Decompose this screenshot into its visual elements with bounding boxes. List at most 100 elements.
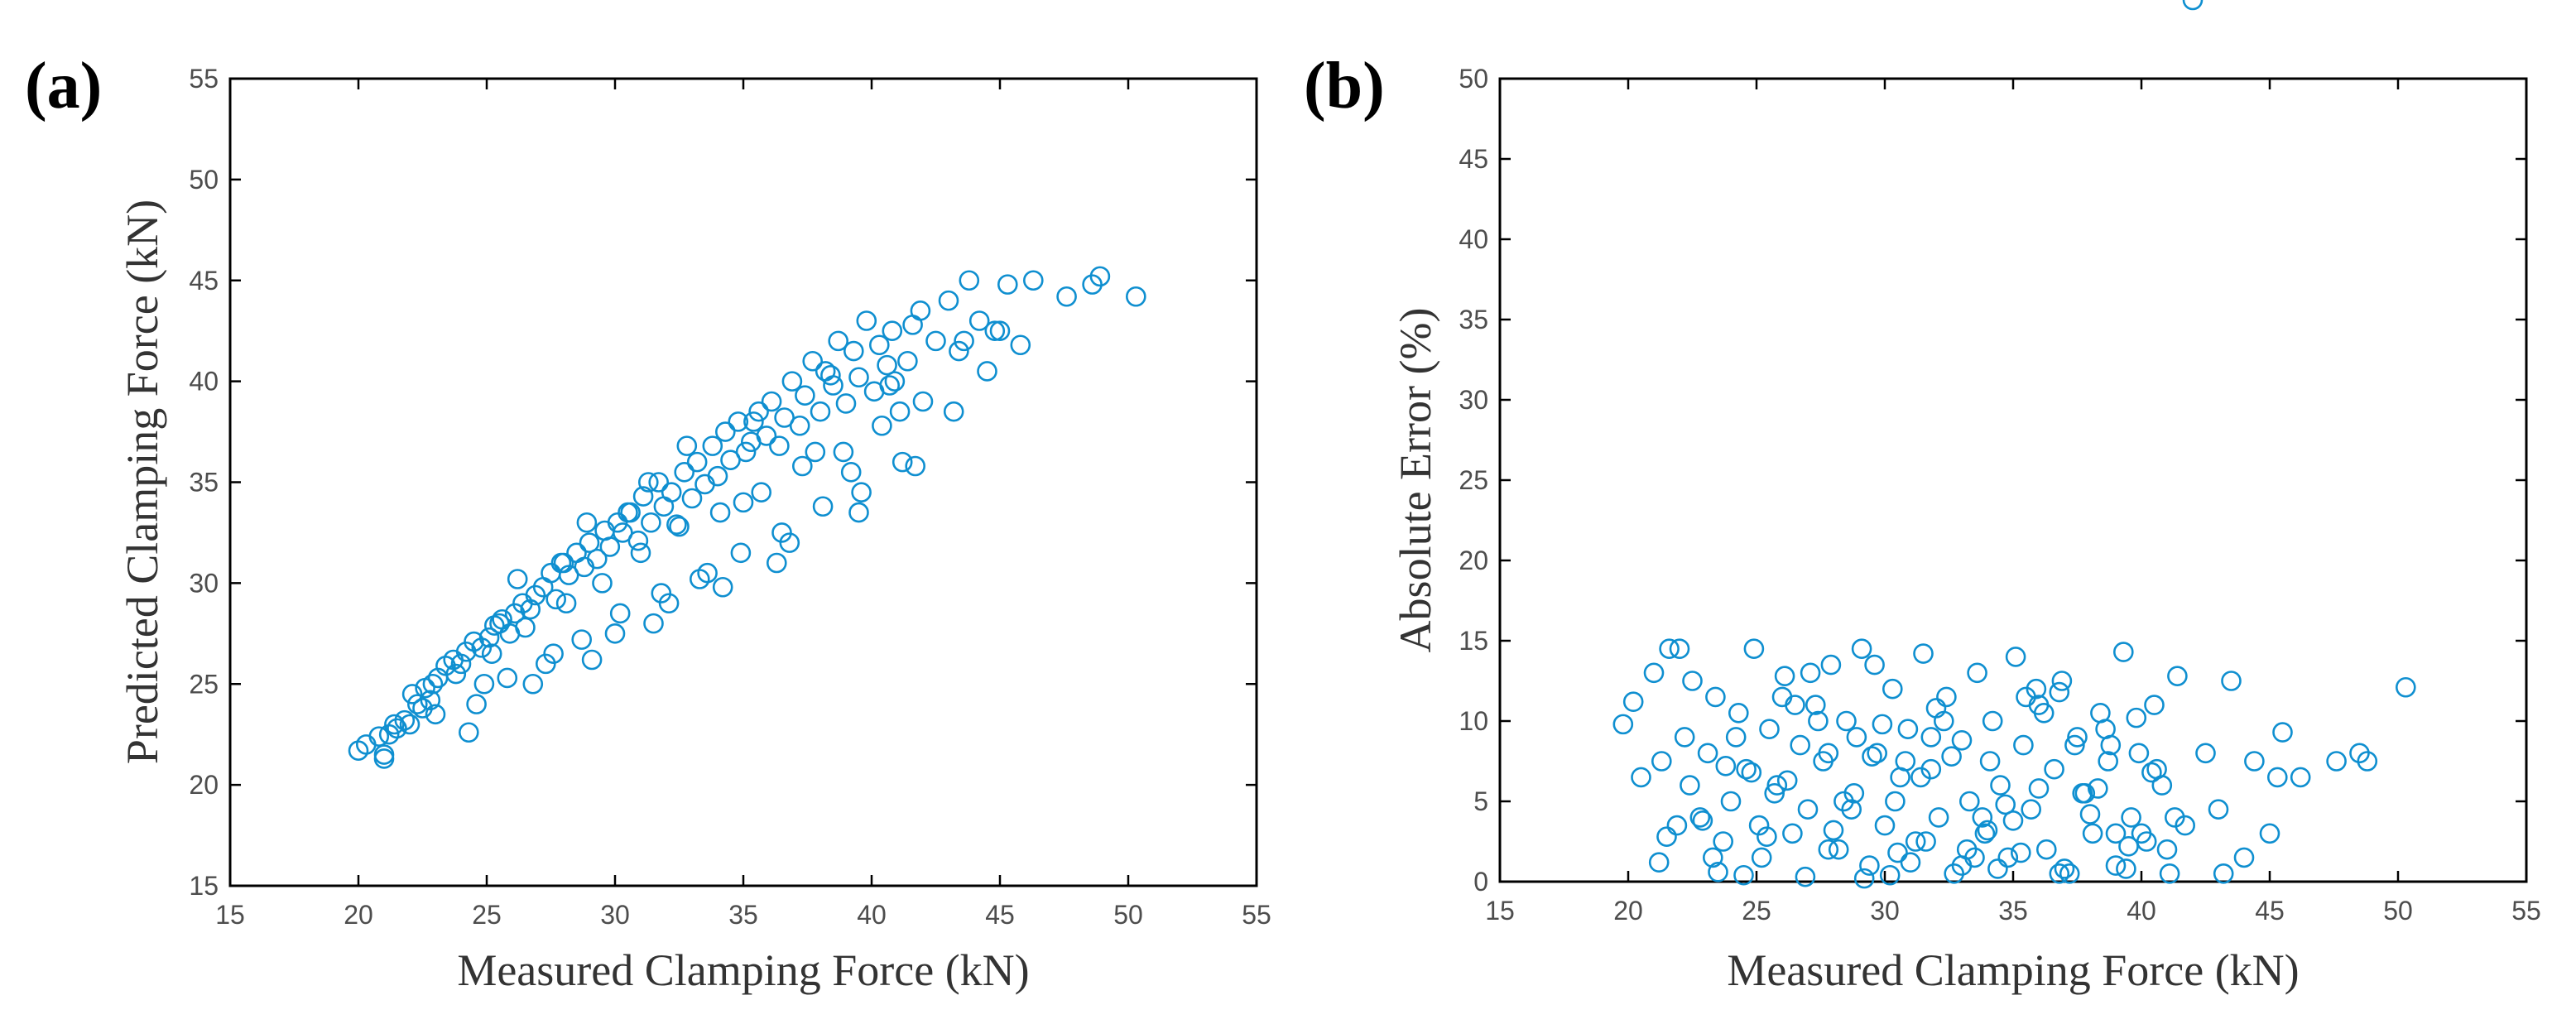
scatter-point-a-46 xyxy=(666,514,687,535)
x-axis-label-b: Measured Clamping Force (kN) xyxy=(1727,945,2299,995)
scatter-point-b-5 xyxy=(1659,638,1680,660)
scatter-point-a-80 xyxy=(897,350,918,372)
scatter-point-b-46 xyxy=(1974,823,1996,844)
scatter-point-a-38 xyxy=(612,522,633,543)
scatter-point-b-108 xyxy=(1669,638,1690,660)
scatter-point-b-131 xyxy=(2033,702,2055,724)
scatter-point-b-22 xyxy=(1790,734,1810,756)
scatter-point-a-28 xyxy=(545,589,567,610)
scatter-point-b-105 xyxy=(2118,836,2139,857)
scatter-point-b-11 xyxy=(1705,686,1726,708)
panel-label-b: (b) xyxy=(1304,50,1385,123)
scatter-point-a-8 xyxy=(406,694,428,714)
scatter-point-b-90 xyxy=(1771,686,1793,708)
scatter-point-a-130 xyxy=(522,673,544,695)
scatter-point-a-64 xyxy=(789,415,810,436)
y-tick-label-b-8: 40 xyxy=(1459,224,1488,254)
y-tick-label-b-1: 5 xyxy=(1473,786,1488,816)
scatter-point-b-47 xyxy=(1982,710,2003,732)
scatter-point-b-152 xyxy=(1987,858,2008,879)
scatter-point-a-77 xyxy=(877,354,897,376)
scatter-point-b-0 xyxy=(1612,714,1634,735)
scatter-point-a-121 xyxy=(872,415,892,436)
scatter-point-b-27 xyxy=(1828,839,1849,860)
scatter-point-b-24 xyxy=(1805,695,1826,715)
y-tick-label-a-2: 25 xyxy=(189,669,219,699)
y-tick-label-a-4: 35 xyxy=(189,468,219,498)
scatter-point-b-113 xyxy=(1872,714,1893,735)
scatter-point-a-32 xyxy=(574,556,595,578)
scatter-point-b-4 xyxy=(1651,751,1672,772)
scatter-point-a-15 xyxy=(455,641,477,662)
scatter-point-b-44 xyxy=(1959,791,1980,812)
scatter-point-b-125 xyxy=(1823,820,1844,841)
scatter-point-a-44 xyxy=(653,496,675,517)
scatter-point-b-95 xyxy=(1887,842,1908,863)
scatter-point-a-150 xyxy=(658,593,680,614)
scatter-point-b-32 xyxy=(1867,743,1887,764)
scatter-point-a-155 xyxy=(848,502,869,523)
scatter-point-a-137 xyxy=(743,411,764,432)
scatter-point-a-103 xyxy=(515,617,536,638)
scatter-point-a-85 xyxy=(949,340,969,362)
scatter-point-b-64 xyxy=(2113,642,2134,662)
scatter-point-b-89 xyxy=(1748,815,1770,836)
scatter-point-b-60 xyxy=(2082,823,2103,844)
scatter-point-b-141 xyxy=(1879,864,1901,886)
y-tick-label-b-2: 10 xyxy=(1459,706,1488,736)
scatter-point-b-144 xyxy=(2011,842,2031,863)
scatter-point-b-142 xyxy=(1925,698,1947,719)
scatter-point-a-122 xyxy=(892,451,913,473)
scatter-point-a-54 xyxy=(720,450,741,470)
scatter-point-a-97 xyxy=(401,684,423,704)
scatter-point-a-72 xyxy=(843,340,864,362)
scatter-point-a-2 xyxy=(368,726,390,747)
y-tick-label-b-0: 0 xyxy=(1473,867,1488,897)
scatter-point-b-86 xyxy=(1680,775,1700,796)
scatter-point-b-49 xyxy=(1997,847,2019,868)
scatter-point-b-31 xyxy=(1859,855,1880,876)
scatter-point-a-17 xyxy=(471,637,493,658)
scatter-point-b-88 xyxy=(1725,727,1747,748)
scatter-point-a-99 xyxy=(445,663,467,685)
scatter-point-b-15 xyxy=(1736,758,1757,780)
scatter-point-a-86 xyxy=(959,270,980,291)
scatter-point-a-36 xyxy=(599,536,621,557)
scatter-point-b-55 xyxy=(2044,758,2064,780)
scatter-point-a-89 xyxy=(997,274,1018,295)
scatter-point-b-115 xyxy=(1941,746,1962,767)
scatter-point-a-88 xyxy=(984,320,1006,341)
scatter-point-a-27 xyxy=(541,562,561,584)
scatter-point-b-153 xyxy=(2064,734,2085,756)
scatter-point-a-105 xyxy=(555,593,577,614)
scatter-point-a-157 xyxy=(954,330,974,352)
y-ticks-b: 0 5 10 15 20 25 30 35 40 45 50 xyxy=(1459,64,2526,897)
scatter-point-a-56 xyxy=(735,441,757,463)
scatter-point-a-67 xyxy=(810,401,831,422)
scatter-point-a-152 xyxy=(733,492,754,513)
scatter-point-a-118 xyxy=(812,496,834,517)
scatter-point-b-133 xyxy=(2116,858,2136,879)
scatter-point-b-149 xyxy=(1776,770,1798,791)
scatter-point-b-147 xyxy=(2131,823,2152,844)
scatter-point-a-141 xyxy=(879,375,900,396)
scatter-point-b-19 xyxy=(1766,775,1788,796)
scatter-point-b-16 xyxy=(1743,638,1765,660)
scatter-point-a-128 xyxy=(458,722,479,743)
scatter-point-b-36 xyxy=(1897,719,1919,740)
y-tick-label-b-3: 15 xyxy=(1459,626,1488,656)
scatter-point-b-122 xyxy=(1648,852,1670,873)
scatter-point-a-125 xyxy=(977,361,997,382)
scatter-point-b-127 xyxy=(1895,751,1916,772)
scatter-point-a-114 xyxy=(730,542,752,564)
scatter-point-b-150 xyxy=(1846,727,1867,748)
scatter-point-b-41 xyxy=(1936,686,1957,708)
scatter-point-b-146 xyxy=(2100,734,2122,756)
scatter-point-b-10 xyxy=(1697,743,1718,764)
scatter-point-a-146 xyxy=(543,643,564,664)
scatter-point-b-110 xyxy=(1757,826,1777,847)
scatter-point-a-98 xyxy=(425,704,446,725)
scatter-point-a-49 xyxy=(686,451,708,473)
scatter-point-a-156 xyxy=(884,371,906,392)
scatter-point-a-147 xyxy=(576,512,598,533)
